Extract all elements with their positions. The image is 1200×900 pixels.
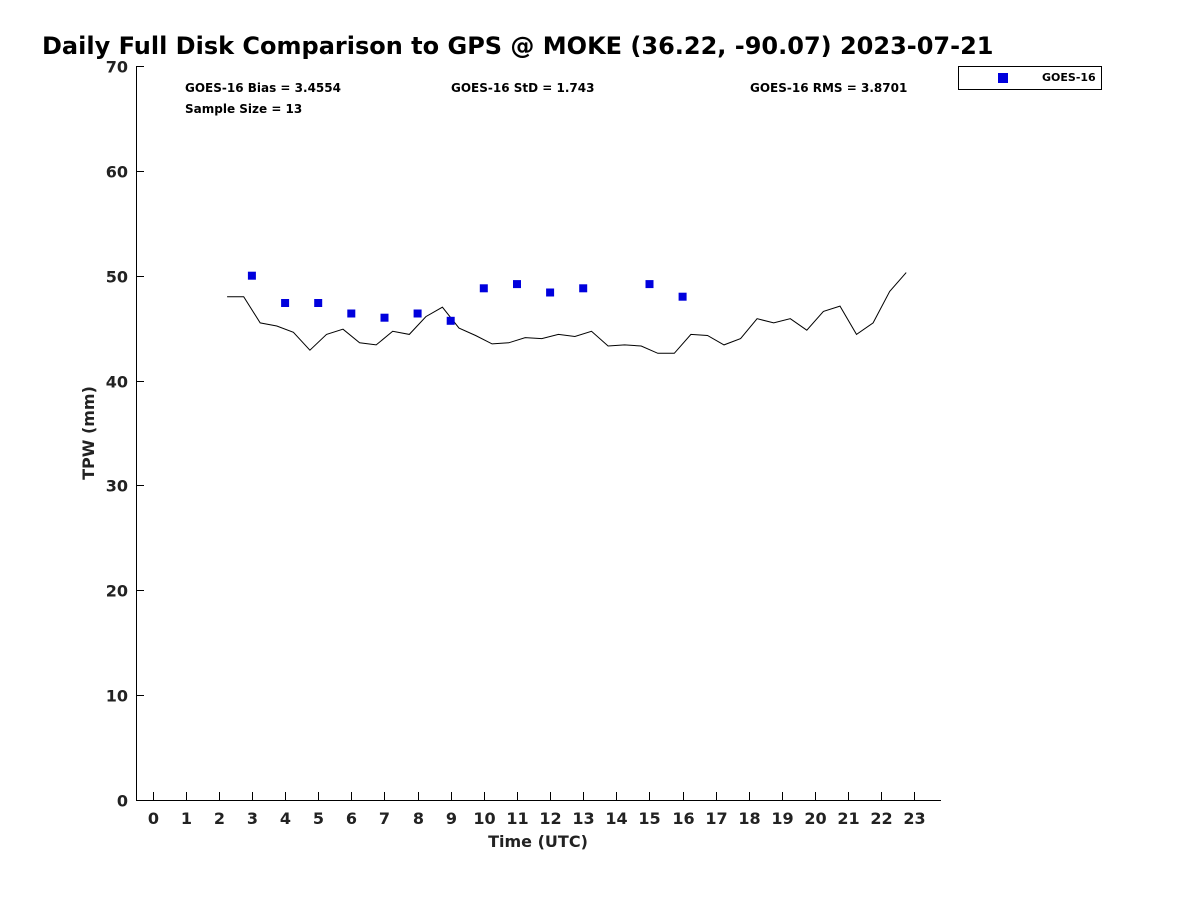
- x-tick-label: 9: [446, 809, 457, 828]
- x-tick-label: 7: [379, 809, 390, 828]
- x-tick-label: 22: [870, 809, 892, 828]
- y-tick-label: 40: [106, 373, 128, 392]
- x-tick-label: 16: [672, 809, 694, 828]
- rms-stat: GOES-16 RMS = 3.8701: [750, 81, 907, 95]
- x-tick-label: 20: [804, 809, 826, 828]
- goes-16-point: [579, 284, 588, 293]
- goes-16-point: [314, 299, 323, 307]
- goes-16-point: [645, 280, 654, 289]
- goes-16-point: [446, 316, 455, 325]
- goes-16-point: [479, 284, 488, 293]
- std-stat: GOES-16 StD = 1.743: [451, 81, 594, 95]
- goes-16-point: [546, 288, 555, 297]
- x-axis-label: Time (UTC): [488, 832, 588, 851]
- goes-16-point: [413, 309, 422, 318]
- x-tick-label: 4: [280, 809, 291, 828]
- gps-line: [227, 272, 907, 354]
- x-tick-label: 19: [771, 809, 793, 828]
- y-tick-label: 60: [106, 163, 128, 182]
- y-tick-label: 0: [117, 792, 128, 811]
- goes-16-point: [513, 280, 521, 289]
- x-tick-label: 8: [413, 809, 424, 828]
- goes-16-point: [281, 299, 290, 307]
- plot-axes: [136, 66, 941, 801]
- y-tick-label: 50: [106, 268, 128, 287]
- goes-series: [247, 271, 687, 325]
- legend-swatch-goes-16: [998, 73, 1008, 83]
- x-axis-ticks: 0 1 2 3 4 5 6 7 8 9 10 11 12 13 14 15 16 17 18 19 20 21 22 23: [148, 792, 926, 828]
- x-tick-label: 23: [903, 809, 925, 828]
- y-tick-label: 20: [106, 582, 128, 601]
- y-tick-label: 10: [106, 687, 128, 706]
- x-tick-label: 15: [638, 809, 660, 828]
- gps-series: [227, 272, 907, 354]
- x-tick-label: 13: [572, 809, 594, 828]
- x-tick-label: 3: [247, 809, 258, 828]
- x-tick-label: 0: [148, 809, 159, 828]
- y-tick-label: 30: [106, 477, 128, 496]
- goes-16-point: [247, 271, 256, 280]
- legend-box: [958, 66, 1102, 90]
- x-tick-label: 18: [738, 809, 760, 828]
- y-tick-label: 70: [106, 58, 128, 77]
- x-tick-label: 11: [506, 809, 528, 828]
- x-tick-label: 6: [346, 809, 357, 828]
- x-tick-label: 1: [181, 809, 192, 828]
- chart-title: Daily Full Disk Comparison to GPS @ MOKE…: [42, 32, 993, 60]
- goes-16-point: [347, 309, 356, 318]
- legend: GOES-16: [958, 66, 1102, 90]
- x-tick-label: 12: [539, 809, 561, 828]
- x-tick-label: 5: [313, 809, 324, 828]
- goes-16-point: [380, 313, 389, 322]
- goes-16-point: [678, 292, 687, 301]
- y-axis-label: TPW (mm): [79, 386, 98, 480]
- x-tick-label: 14: [605, 809, 627, 828]
- sample-size-stat: Sample Size = 13: [185, 102, 302, 116]
- x-tick-label: 17: [705, 809, 727, 828]
- legend-label-goes-16: GOES-16: [1042, 71, 1096, 84]
- bias-stat: GOES-16 Bias = 3.4554: [185, 81, 341, 95]
- x-tick-label: 21: [837, 809, 859, 828]
- x-tick-label: 2: [214, 809, 225, 828]
- x-tick-label: 10: [473, 809, 495, 828]
- y-axis-ticks: 0 10 20 30 40 50 60 70: [106, 58, 144, 811]
